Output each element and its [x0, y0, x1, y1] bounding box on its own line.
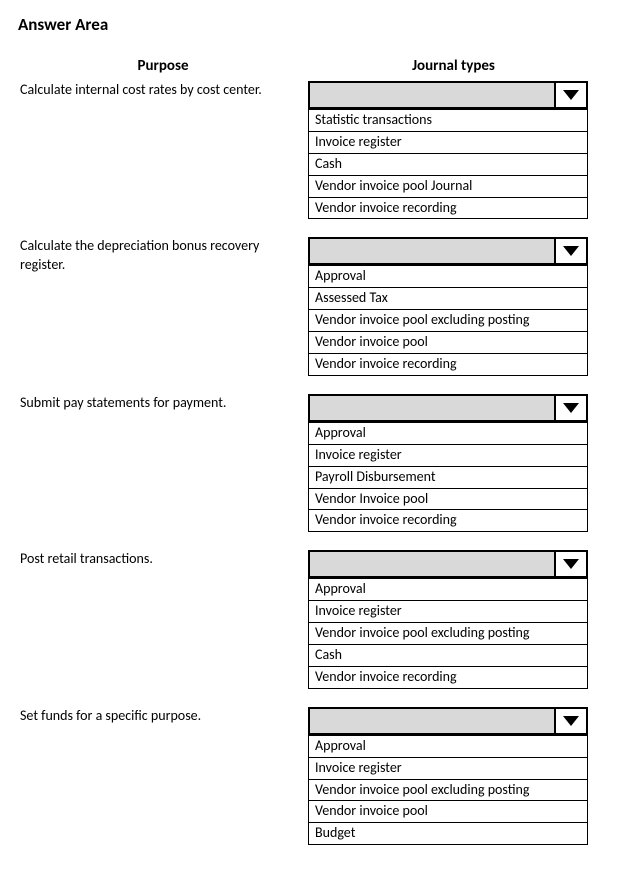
dropdown-option[interactable]: Approval — [309, 578, 587, 600]
dropdown-option[interactable]: Cash — [309, 644, 587, 666]
chevron-down-icon — [563, 90, 579, 100]
table-row: Set funds for a specific purpose. Approv… — [18, 707, 599, 845]
dropdown-option[interactable]: Vendor invoice pool — [309, 800, 587, 822]
journal-control: Approval Invoice register Vendor invoice… — [308, 550, 588, 688]
table-row: Submit pay statements for payment. Appro… — [18, 394, 599, 532]
chevron-down-icon — [563, 403, 579, 413]
purpose-text: Calculate the depreciation bonus recover… — [18, 237, 308, 275]
journal-control: Statistic transactions Invoice register … — [308, 81, 588, 219]
dropdown-toggle[interactable] — [554, 396, 586, 420]
dropdown-options: Approval Invoice register Vendor invoice… — [308, 735, 588, 845]
dropdown-option[interactable]: Vendor invoice recording — [309, 509, 587, 531]
journal-control: Approval Invoice register Vendor invoice… — [308, 707, 588, 845]
dropdown-value — [310, 239, 554, 263]
dropdown-options: Approval Invoice register Payroll Disbur… — [308, 422, 588, 532]
dropdown-option[interactable]: Approval — [309, 422, 587, 444]
dropdown-toggle[interactable] — [554, 552, 586, 576]
dropdown-toggle[interactable] — [554, 83, 586, 107]
dropdown-option[interactable]: Approval — [309, 735, 587, 757]
dropdown-options: Statistic transactions Invoice register … — [308, 109, 588, 219]
journal-dropdown[interactable] — [308, 707, 588, 735]
dropdown-option[interactable]: Vendor Invoice pool — [309, 488, 587, 510]
chevron-down-icon — [563, 559, 579, 569]
dropdown-value — [310, 83, 554, 107]
page-title: Answer Area — [18, 14, 599, 35]
dropdown-option[interactable]: Vendor invoice pool excluding posting — [309, 309, 587, 331]
table-row: Post retail transactions. Approval Invoi… — [18, 550, 599, 688]
dropdown-option[interactable]: Vendor invoice recording — [309, 197, 587, 219]
column-headers: Purpose Journal types — [18, 57, 599, 75]
dropdown-value — [310, 396, 554, 420]
answer-area: Answer Area Purpose Journal types Calcul… — [0, 0, 617, 883]
dropdown-option[interactable]: Budget — [309, 822, 587, 844]
header-purpose: Purpose — [18, 57, 308, 75]
dropdown-option[interactable]: Invoice register — [309, 600, 587, 622]
dropdown-option[interactable]: Statistic transactions — [309, 109, 587, 131]
dropdown-options: Approval Invoice register Vendor invoice… — [308, 578, 588, 688]
chevron-down-icon — [563, 716, 579, 726]
dropdown-option[interactable]: Vendor invoice pool — [309, 331, 587, 353]
journal-dropdown[interactable] — [308, 237, 588, 265]
dropdown-options: Approval Assessed Tax Vendor invoice poo… — [308, 265, 588, 375]
dropdown-option[interactable]: Invoice register — [309, 444, 587, 466]
journal-dropdown[interactable] — [308, 81, 588, 109]
chevron-down-icon — [563, 246, 579, 256]
header-journal-types: Journal types — [308, 57, 599, 75]
dropdown-option[interactable]: Invoice register — [309, 757, 587, 779]
journal-dropdown[interactable] — [308, 394, 588, 422]
purpose-text: Calculate internal cost rates by cost ce… — [18, 81, 308, 100]
dropdown-option[interactable]: Approval — [309, 265, 587, 287]
dropdown-option[interactable]: Cash — [309, 153, 587, 175]
purpose-text: Post retail transactions. — [18, 550, 308, 569]
table-row: Calculate the depreciation bonus recover… — [18, 237, 599, 375]
dropdown-option[interactable]: Vendor invoice recording — [309, 666, 587, 688]
journal-control: Approval Assessed Tax Vendor invoice poo… — [308, 237, 588, 375]
dropdown-option[interactable]: Invoice register — [309, 131, 587, 153]
dropdown-value — [310, 709, 554, 733]
purpose-text: Submit pay statements for payment. — [18, 394, 308, 413]
dropdown-option[interactable]: Vendor invoice pool excluding posting — [309, 779, 587, 801]
table-row: Calculate internal cost rates by cost ce… — [18, 81, 599, 219]
purpose-text: Set funds for a specific purpose. — [18, 707, 308, 726]
dropdown-option[interactable]: Payroll Disbursement — [309, 466, 587, 488]
journal-dropdown[interactable] — [308, 550, 588, 578]
dropdown-option[interactable]: Assessed Tax — [309, 287, 587, 309]
journal-control: Approval Invoice register Payroll Disbur… — [308, 394, 588, 532]
dropdown-toggle[interactable] — [554, 709, 586, 733]
dropdown-option[interactable]: Vendor invoice recording — [309, 353, 587, 375]
dropdown-toggle[interactable] — [554, 239, 586, 263]
dropdown-option[interactable]: Vendor invoice pool excluding posting — [309, 622, 587, 644]
dropdown-option[interactable]: Vendor invoice pool Journal — [309, 175, 587, 197]
dropdown-value — [310, 552, 554, 576]
